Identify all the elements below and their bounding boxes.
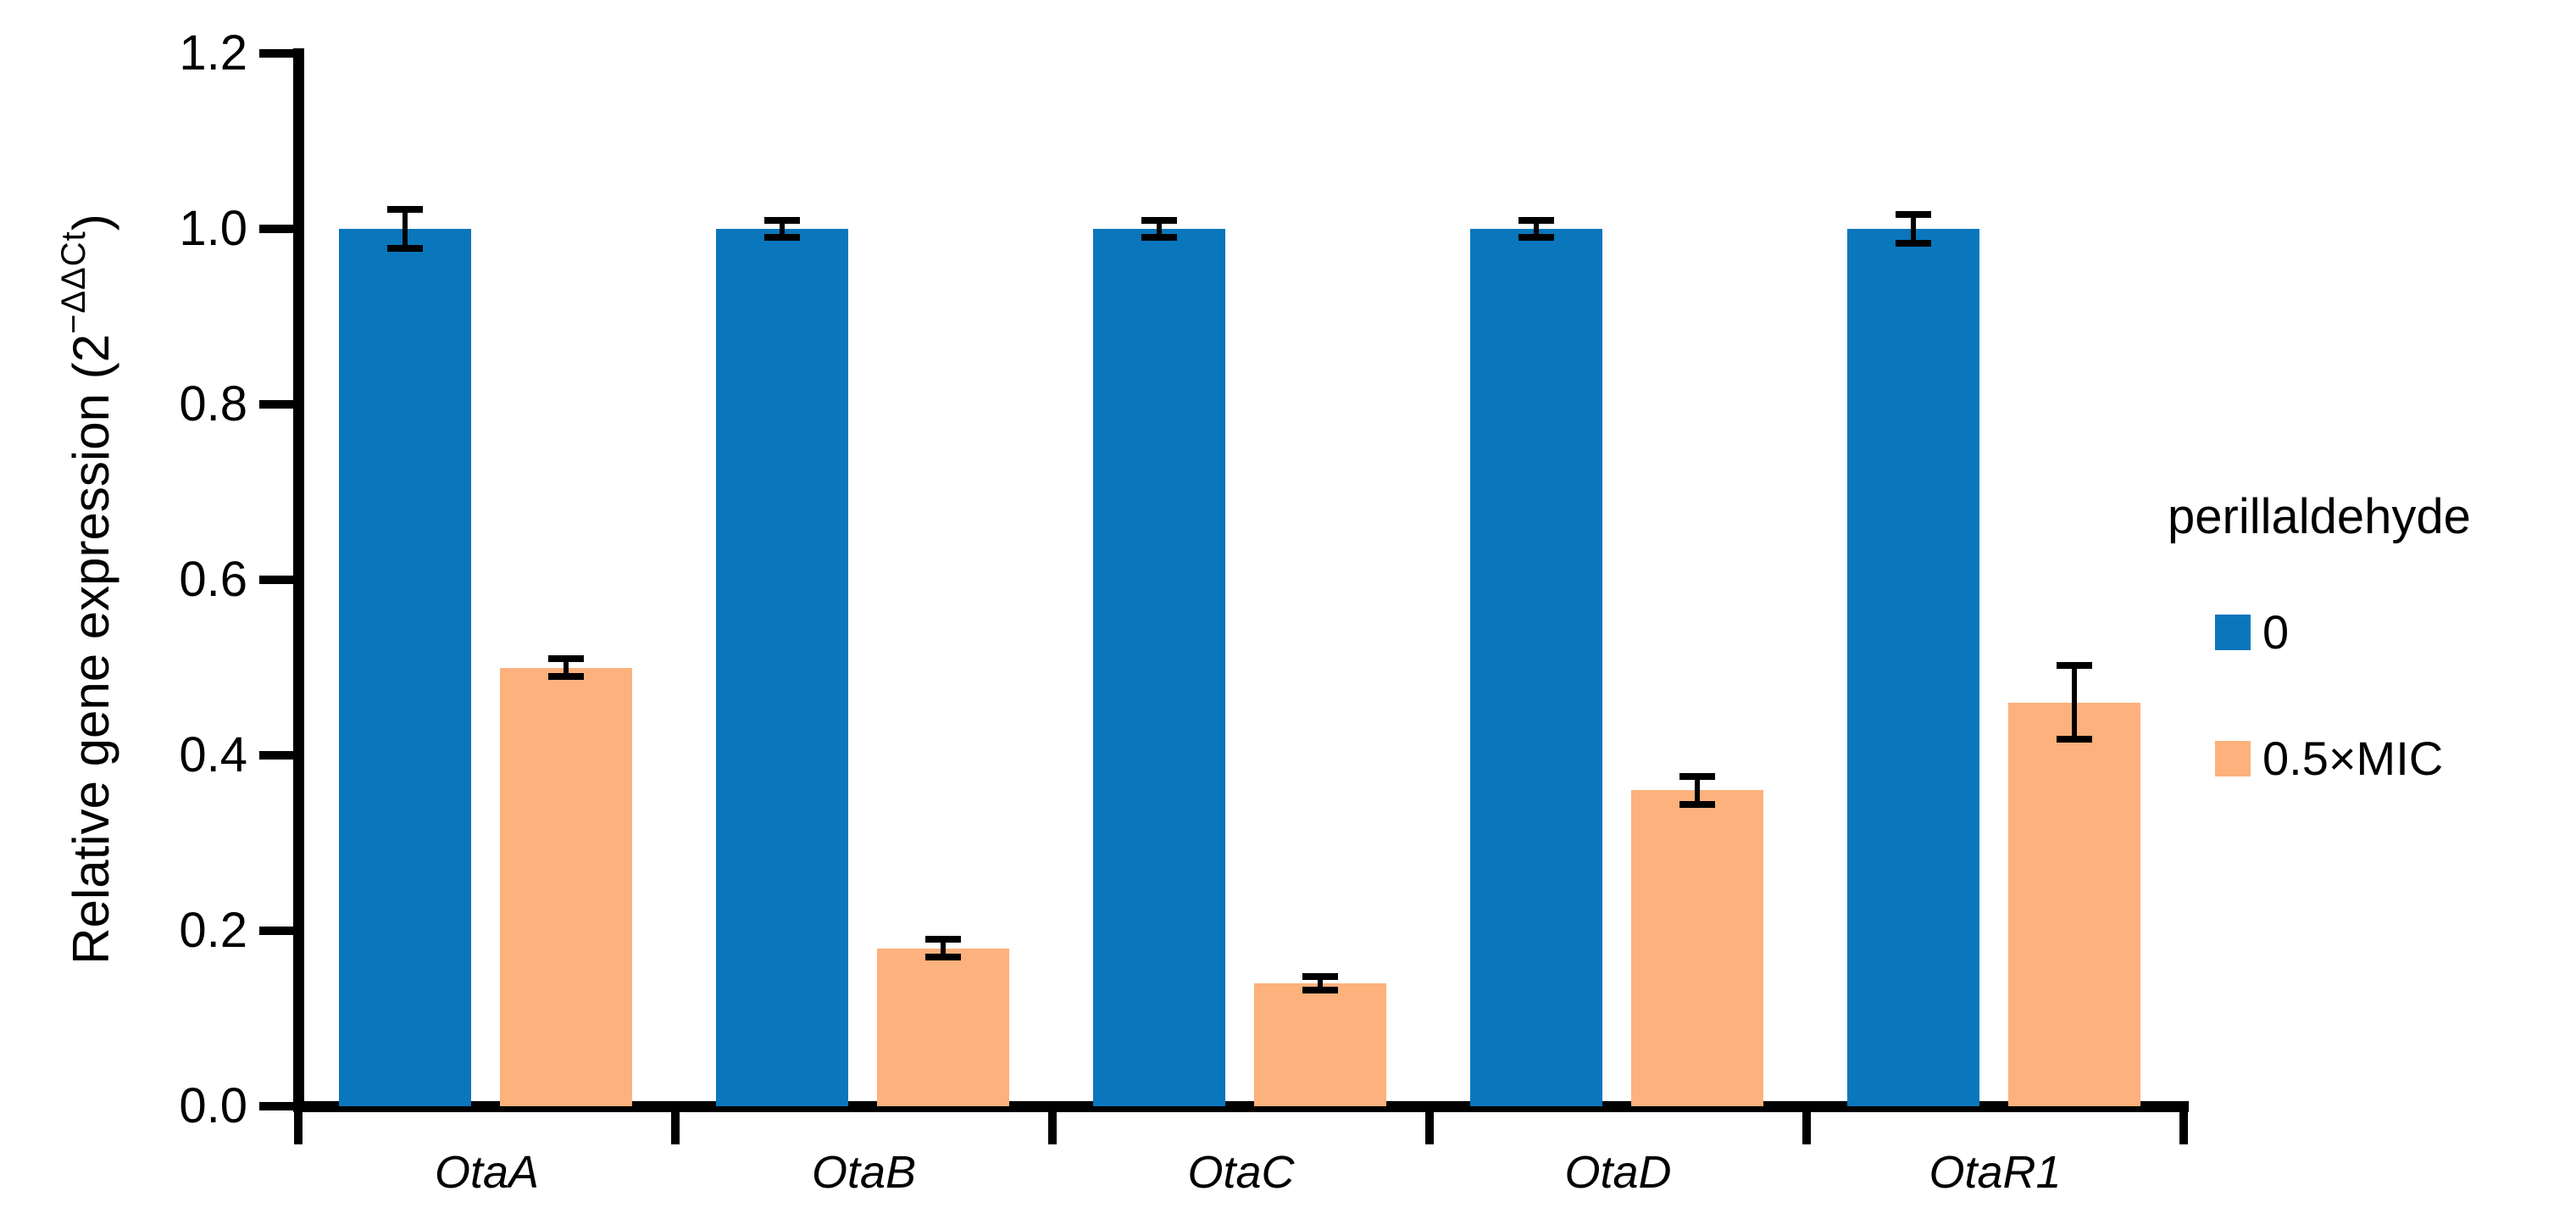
y-axis-tick <box>259 49 293 58</box>
error-bar-cap-bottom <box>2057 736 2092 743</box>
x-axis-tick <box>2179 1112 2188 1144</box>
error-bar-whisker <box>1534 220 1539 238</box>
error-bar-cap-top <box>1302 972 1338 980</box>
x-axis-tick <box>294 1112 303 1144</box>
error-bar-cap-top <box>925 936 961 943</box>
error-bar-cap-top <box>764 216 800 224</box>
bar-OtaR1-treated <box>2008 702 2140 1106</box>
x-axis-tick <box>1425 1112 1434 1144</box>
bar-OtaD-control <box>1470 229 1602 1106</box>
y-axis-tick <box>259 576 293 584</box>
error-bar-whisker <box>1911 214 1916 243</box>
legend-item-control: 0 <box>2215 604 2566 660</box>
x-axis-tick <box>1802 1112 1811 1144</box>
error-bar-cap-bottom <box>1518 234 1554 242</box>
x-category-label-OtaD: OtaD <box>1564 1147 1672 1198</box>
legend-swatch-blue <box>2215 614 2251 650</box>
error-bar-cap-top <box>387 206 423 214</box>
error-bar-whisker <box>780 220 785 238</box>
y-tick-label: 1.2 <box>179 25 247 81</box>
y-tick-label: 0.0 <box>179 1078 247 1133</box>
error-bar-whisker <box>2072 665 2077 740</box>
error-bar-cap-top <box>1679 772 1715 780</box>
bar-OtaC-control <box>1093 229 1225 1106</box>
x-axis-tick <box>1048 1112 1057 1144</box>
error-bar-cap-bottom <box>1141 234 1177 242</box>
y-tick-label: 1.0 <box>179 201 247 256</box>
error-bar-whisker <box>1695 776 1700 804</box>
legend: perillaldehyde 0 0.5×MIC <box>2168 489 2566 786</box>
x-category-label-OtaA: OtaA <box>434 1147 540 1198</box>
error-bar-cap-bottom <box>1679 800 1715 808</box>
error-bar-whisker <box>564 659 569 676</box>
y-axis-tick <box>259 225 293 233</box>
error-bar-cap-top <box>548 655 584 663</box>
y-tick-label: 0.6 <box>179 552 247 607</box>
bar-OtaR1-control <box>1847 229 1979 1106</box>
error-bar-whisker <box>402 209 408 248</box>
x-category-label-OtaR1: OtaR1 <box>1929 1147 2062 1198</box>
error-bar-cap-bottom <box>548 672 584 680</box>
legend-label-treated: 0.5×MIC <box>2262 732 2444 785</box>
x-category-label-OtaC: OtaC <box>1187 1147 1295 1198</box>
legend-label-control: 0 <box>2262 605 2290 659</box>
bar-OtaB-treated <box>877 948 1009 1106</box>
error-bar-whisker <box>941 939 946 958</box>
bar-OtaA-treated <box>500 667 632 1106</box>
x-category-label-OtaB: OtaB <box>811 1147 917 1198</box>
bar-OtaD-treated <box>1631 790 1763 1106</box>
bar-OtaC-treated <box>1254 983 1386 1106</box>
y-axis-tick <box>259 400 293 409</box>
bar-OtaB-control <box>716 229 848 1106</box>
error-bar-whisker <box>1318 976 1323 991</box>
y-tick-label: 0.4 <box>179 727 247 782</box>
legend-title: perillaldehyde <box>2168 489 2471 544</box>
legend-item-treated: 0.5×MIC <box>2215 731 2566 786</box>
bar-OtaA-control <box>339 229 471 1106</box>
y-axis-tick <box>259 927 293 935</box>
error-bar-cap-bottom <box>1896 239 1931 247</box>
error-bar-cap-bottom <box>387 244 423 252</box>
error-bar-cap-top <box>1141 216 1177 224</box>
y-axis-tick <box>259 751 293 760</box>
error-bar-cap-bottom <box>925 954 961 961</box>
error-bar-cap-top <box>1896 211 1931 219</box>
error-bar-cap-top <box>1518 216 1554 224</box>
y-tick-label: 0.2 <box>179 903 247 958</box>
error-bar-cap-bottom <box>1302 987 1338 994</box>
y-tick-label: 0.8 <box>179 376 247 431</box>
legend-swatch-orange <box>2215 740 2251 776</box>
error-bar-cap-bottom <box>764 234 800 242</box>
error-bar-whisker <box>1157 220 1162 238</box>
y-axis-tick <box>259 1102 293 1110</box>
y-axis-line <box>293 48 304 1112</box>
x-axis-tick <box>671 1112 680 1144</box>
error-bar-cap-top <box>2057 662 2092 670</box>
